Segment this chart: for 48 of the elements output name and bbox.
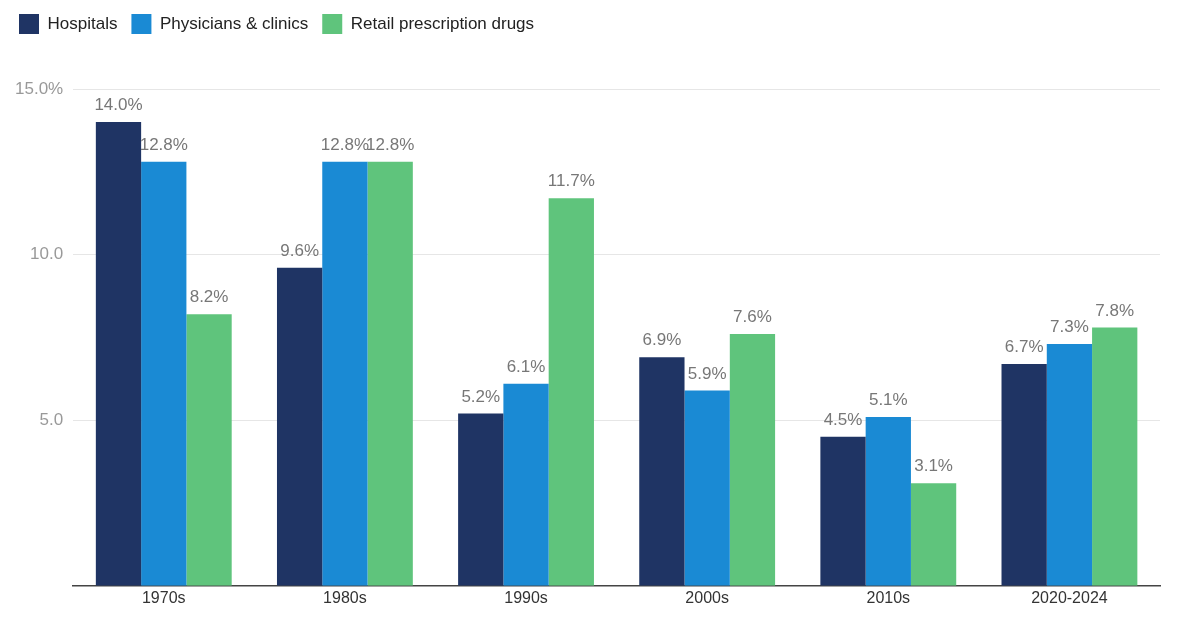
- data-label: 3.1%: [914, 456, 953, 476]
- bar: [141, 161, 187, 586]
- data-label: 4.5%: [823, 409, 863, 429]
- bar: [639, 357, 685, 586]
- bar: [684, 390, 730, 586]
- data-label: 9.6%: [280, 241, 319, 261]
- bar: [186, 314, 232, 586]
- bar: [820, 436, 866, 586]
- data-label: 6.9%: [642, 330, 682, 350]
- x-tick-label: 1970s: [141, 588, 186, 606]
- x-tick-label: 2010s: [866, 588, 911, 606]
- data-label: 7.3%: [1050, 317, 1089, 337]
- data-label: 12.8%: [139, 135, 188, 155]
- data-label: 8.2%: [189, 287, 229, 307]
- data-label: 5.2%: [461, 386, 501, 406]
- bar: [729, 334, 776, 586]
- y-tick-label: 5.0: [39, 409, 64, 429]
- bar: [548, 198, 594, 586]
- y-tick-label: 15.0%: [15, 78, 64, 98]
- data-label: 14.0%: [94, 95, 143, 115]
- bar: [1046, 344, 1093, 586]
- x-tick-label: 2000s: [685, 588, 729, 606]
- data-label: 5.1%: [868, 390, 908, 410]
- data-label: 6.7%: [1004, 337, 1044, 357]
- data-label: 7.6%: [733, 307, 772, 327]
- data-label: 11.7%: [547, 171, 595, 191]
- legend-label: Physicians & clinics: [159, 13, 309, 33]
- data-label: 5.9%: [687, 363, 727, 383]
- bar: [276, 267, 323, 586]
- x-tick-label: 2020-2024: [1031, 588, 1108, 606]
- x-tick-label: 1990s: [504, 588, 548, 606]
- x-tick-label: 1980s: [323, 588, 367, 606]
- legend-label: Hospitals: [47, 13, 118, 33]
- data-label: 12.8%: [320, 135, 369, 155]
- legend-label: Retail prescription drugs: [350, 13, 535, 33]
- y-tick-label: 10.0: [30, 244, 64, 264]
- bar: [322, 161, 368, 586]
- bar: [910, 483, 957, 586]
- bar: [95, 122, 142, 586]
- bar: [503, 383, 549, 586]
- bar: [1092, 327, 1138, 586]
- bar: [865, 416, 911, 586]
- data-label: 6.1%: [506, 356, 546, 376]
- data-label: 7.8%: [1095, 300, 1135, 320]
- data-label: 12.8%: [366, 135, 415, 155]
- bar: [458, 413, 504, 586]
- bar: [1001, 363, 1047, 586]
- bar: [367, 161, 413, 586]
